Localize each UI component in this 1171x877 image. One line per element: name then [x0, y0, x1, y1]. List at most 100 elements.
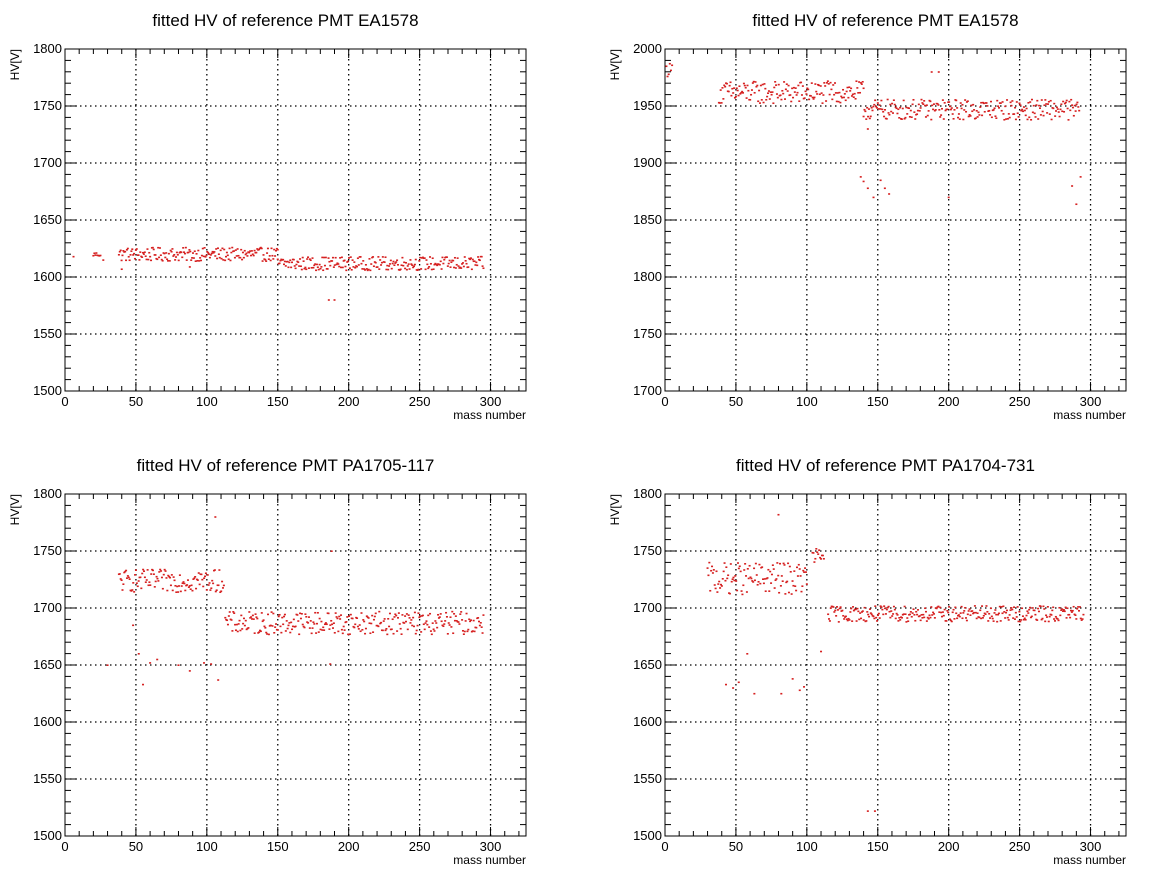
data-point [126, 575, 129, 577]
data-point [1004, 105, 1007, 108]
data-point [1014, 118, 1017, 121]
data-point [304, 266, 307, 269]
data-point [932, 611, 935, 614]
data-point [1079, 617, 1082, 620]
data-point [229, 259, 232, 262]
data-point [1053, 620, 1056, 622]
data-point [213, 251, 216, 253]
data-point [357, 628, 360, 630]
data-point [481, 632, 484, 634]
data-point [347, 260, 350, 263]
data-point [989, 617, 992, 619]
data-point [178, 574, 181, 576]
data-point [738, 85, 741, 88]
data-point [341, 266, 344, 269]
data-point [1009, 101, 1012, 104]
data-point [1057, 619, 1060, 622]
data-point [467, 628, 470, 631]
data-point [765, 98, 768, 101]
data-point [1049, 99, 1052, 102]
data-point [1005, 118, 1008, 120]
data-point [872, 615, 875, 618]
data-point [438, 263, 441, 266]
data-point [204, 575, 207, 578]
data-point [796, 91, 799, 94]
data-point [932, 613, 935, 615]
data-point [805, 583, 808, 585]
data-point [994, 115, 997, 118]
data-point [786, 580, 789, 583]
data-point [846, 86, 849, 89]
data-point [332, 622, 335, 624]
data-point [179, 590, 182, 593]
x-tick-label: 0 [61, 394, 68, 409]
data-point [233, 612, 236, 615]
y-tick-label: 1800 [33, 486, 62, 501]
data-point [431, 622, 434, 624]
data-point [941, 99, 944, 101]
data-point [223, 248, 226, 251]
data-point [466, 630, 469, 633]
data-point [754, 81, 757, 83]
data-point [813, 96, 816, 99]
data-point [140, 587, 143, 590]
data-point [182, 581, 185, 583]
data-point [265, 631, 268, 634]
data-point [215, 589, 218, 592]
data-point [762, 578, 765, 580]
data-point [278, 613, 281, 616]
data-point [956, 617, 959, 620]
data-point [919, 107, 922, 109]
data-point [335, 616, 338, 618]
data-point [327, 257, 330, 259]
data-point [988, 612, 991, 615]
data-point [121, 254, 124, 257]
data-point [780, 575, 783, 577]
data-point [982, 102, 985, 105]
data-point [272, 258, 275, 260]
data-point [292, 258, 295, 261]
data-point [434, 620, 437, 622]
data-point [959, 612, 962, 614]
data-point [464, 620, 467, 622]
data-point [738, 565, 741, 568]
chart-title: fitted HV of reference PMT EA1578 [152, 11, 418, 30]
data-point [1036, 99, 1039, 102]
data-point [177, 664, 180, 666]
data-point [237, 623, 240, 625]
data-point [117, 253, 120, 256]
data-point [169, 584, 172, 587]
data-point [708, 561, 711, 564]
data-point [711, 572, 714, 574]
data-point [1076, 101, 1079, 104]
data-point [927, 110, 930, 112]
data-point [294, 625, 297, 628]
data-point [1022, 106, 1025, 108]
data-point [951, 611, 954, 614]
data-point [1021, 615, 1024, 617]
data-point [183, 582, 186, 585]
data-point [891, 102, 894, 105]
chart-panel-1: 0 50 100 150 200 250 3001500155016001650170017… [8, 11, 527, 422]
data-point [821, 102, 824, 104]
data-point [447, 622, 450, 624]
data-point [161, 259, 164, 262]
data-point [132, 582, 135, 584]
data-point [206, 574, 209, 576]
data-point [961, 103, 964, 106]
data-point [829, 81, 832, 84]
data-point [231, 630, 234, 632]
data-point [366, 269, 369, 272]
data-point [481, 265, 484, 267]
data-point [802, 569, 805, 572]
data-point [932, 103, 935, 105]
data-point [418, 260, 421, 262]
data-point [154, 254, 157, 256]
data-point [362, 619, 365, 621]
data-point [1041, 617, 1044, 620]
data-point [1075, 203, 1078, 206]
data-point [142, 568, 145, 571]
data-point [881, 608, 884, 611]
data-point [1038, 104, 1041, 107]
data-point [156, 658, 159, 661]
